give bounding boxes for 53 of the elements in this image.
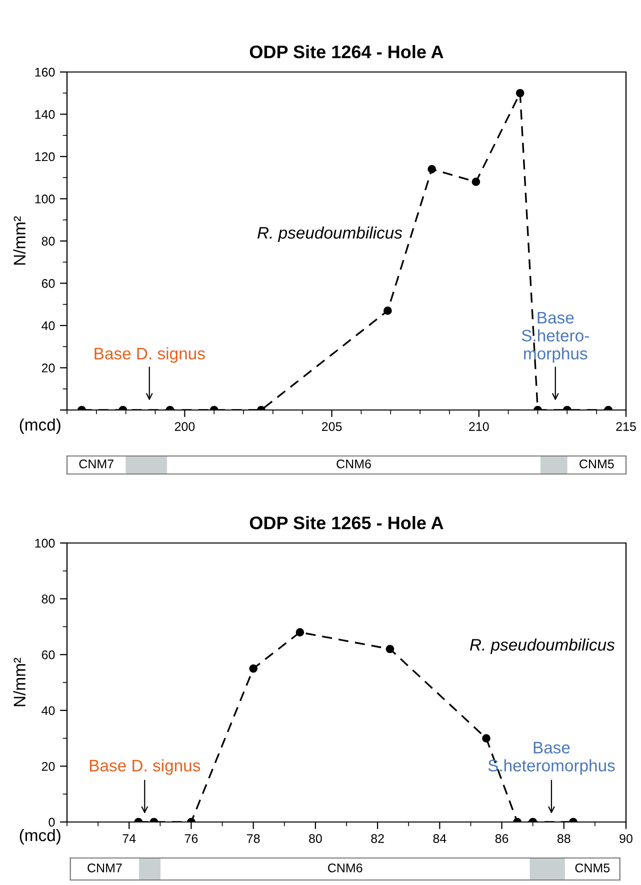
x-tick-label: 82: [371, 834, 384, 843]
x-axis-title: (mcd): [20, 418, 60, 434]
y-tick-label: 100: [35, 538, 55, 548]
point: [249, 664, 258, 673]
point: [516, 88, 524, 98]
y-tick-label: 80: [42, 594, 55, 604]
series-label: R. pseudoumbilicus: [258, 226, 402, 242]
point: [386, 644, 394, 654]
text: CNM7: [79, 460, 114, 468]
chart-title: ODP Site 1265 - Hole A: [250, 516, 444, 530]
text: CNM6: [336, 460, 371, 468]
y-axis-title: N/mm²: [13, 216, 26, 265]
x-tick-label: 205: [322, 422, 342, 431]
y-tick-label: 160: [35, 68, 55, 77]
text: CNM5: [575, 864, 610, 872]
chart-title: ODP Site 1264 - Hole A: [250, 45, 444, 58]
point: [472, 178, 480, 186]
x-tick-label: 215: [616, 422, 636, 431]
point: [296, 628, 304, 636]
y-tick-label: 140: [35, 110, 55, 119]
point: [384, 306, 392, 315]
text: CNM5: [580, 460, 614, 468]
y-tick-label: 80: [42, 236, 55, 246]
y-tick-label: 60: [42, 650, 55, 660]
text: CNM7: [88, 864, 122, 872]
y-tick-label: 20: [42, 762, 55, 771]
x-tick-label: 84: [433, 834, 446, 843]
annotation: Base S.heteromorphus: [488, 742, 615, 775]
x-axis-title: (mcd): [20, 828, 60, 845]
y-axis-title: N/mm²: [13, 658, 26, 706]
annotation: Base S.hetero- morphus: [522, 312, 589, 363]
y-tick-label: 120: [35, 152, 55, 162]
x-tick-label: 200: [174, 422, 195, 431]
x-tick-label: 76: [184, 834, 198, 843]
y-tick-label: 40: [42, 321, 55, 330]
annotation: Base D. signus: [90, 759, 200, 775]
annotation: Base D. signus: [94, 347, 205, 363]
y-tick-label: 60: [42, 279, 55, 288]
text: CNM6: [328, 864, 362, 872]
x-tick-label: 78: [247, 834, 260, 843]
y-tick-label: 40: [42, 706, 55, 716]
x-tick-label: 210: [469, 422, 489, 431]
y-tick-label: 100: [35, 194, 55, 204]
x-tick-label: 74: [122, 834, 136, 843]
x-tick-label: 86: [495, 834, 508, 843]
text: R. pseudoumbilicus: [470, 638, 615, 654]
x-tick-label: 80: [309, 834, 322, 843]
point: [428, 165, 436, 174]
point: [482, 734, 490, 742]
x-tick-label: 88: [557, 834, 570, 843]
y-tick-label: 20: [42, 364, 55, 372]
y-tick-label: 0: [48, 818, 55, 827]
x-tick-label: 90: [620, 834, 632, 843]
